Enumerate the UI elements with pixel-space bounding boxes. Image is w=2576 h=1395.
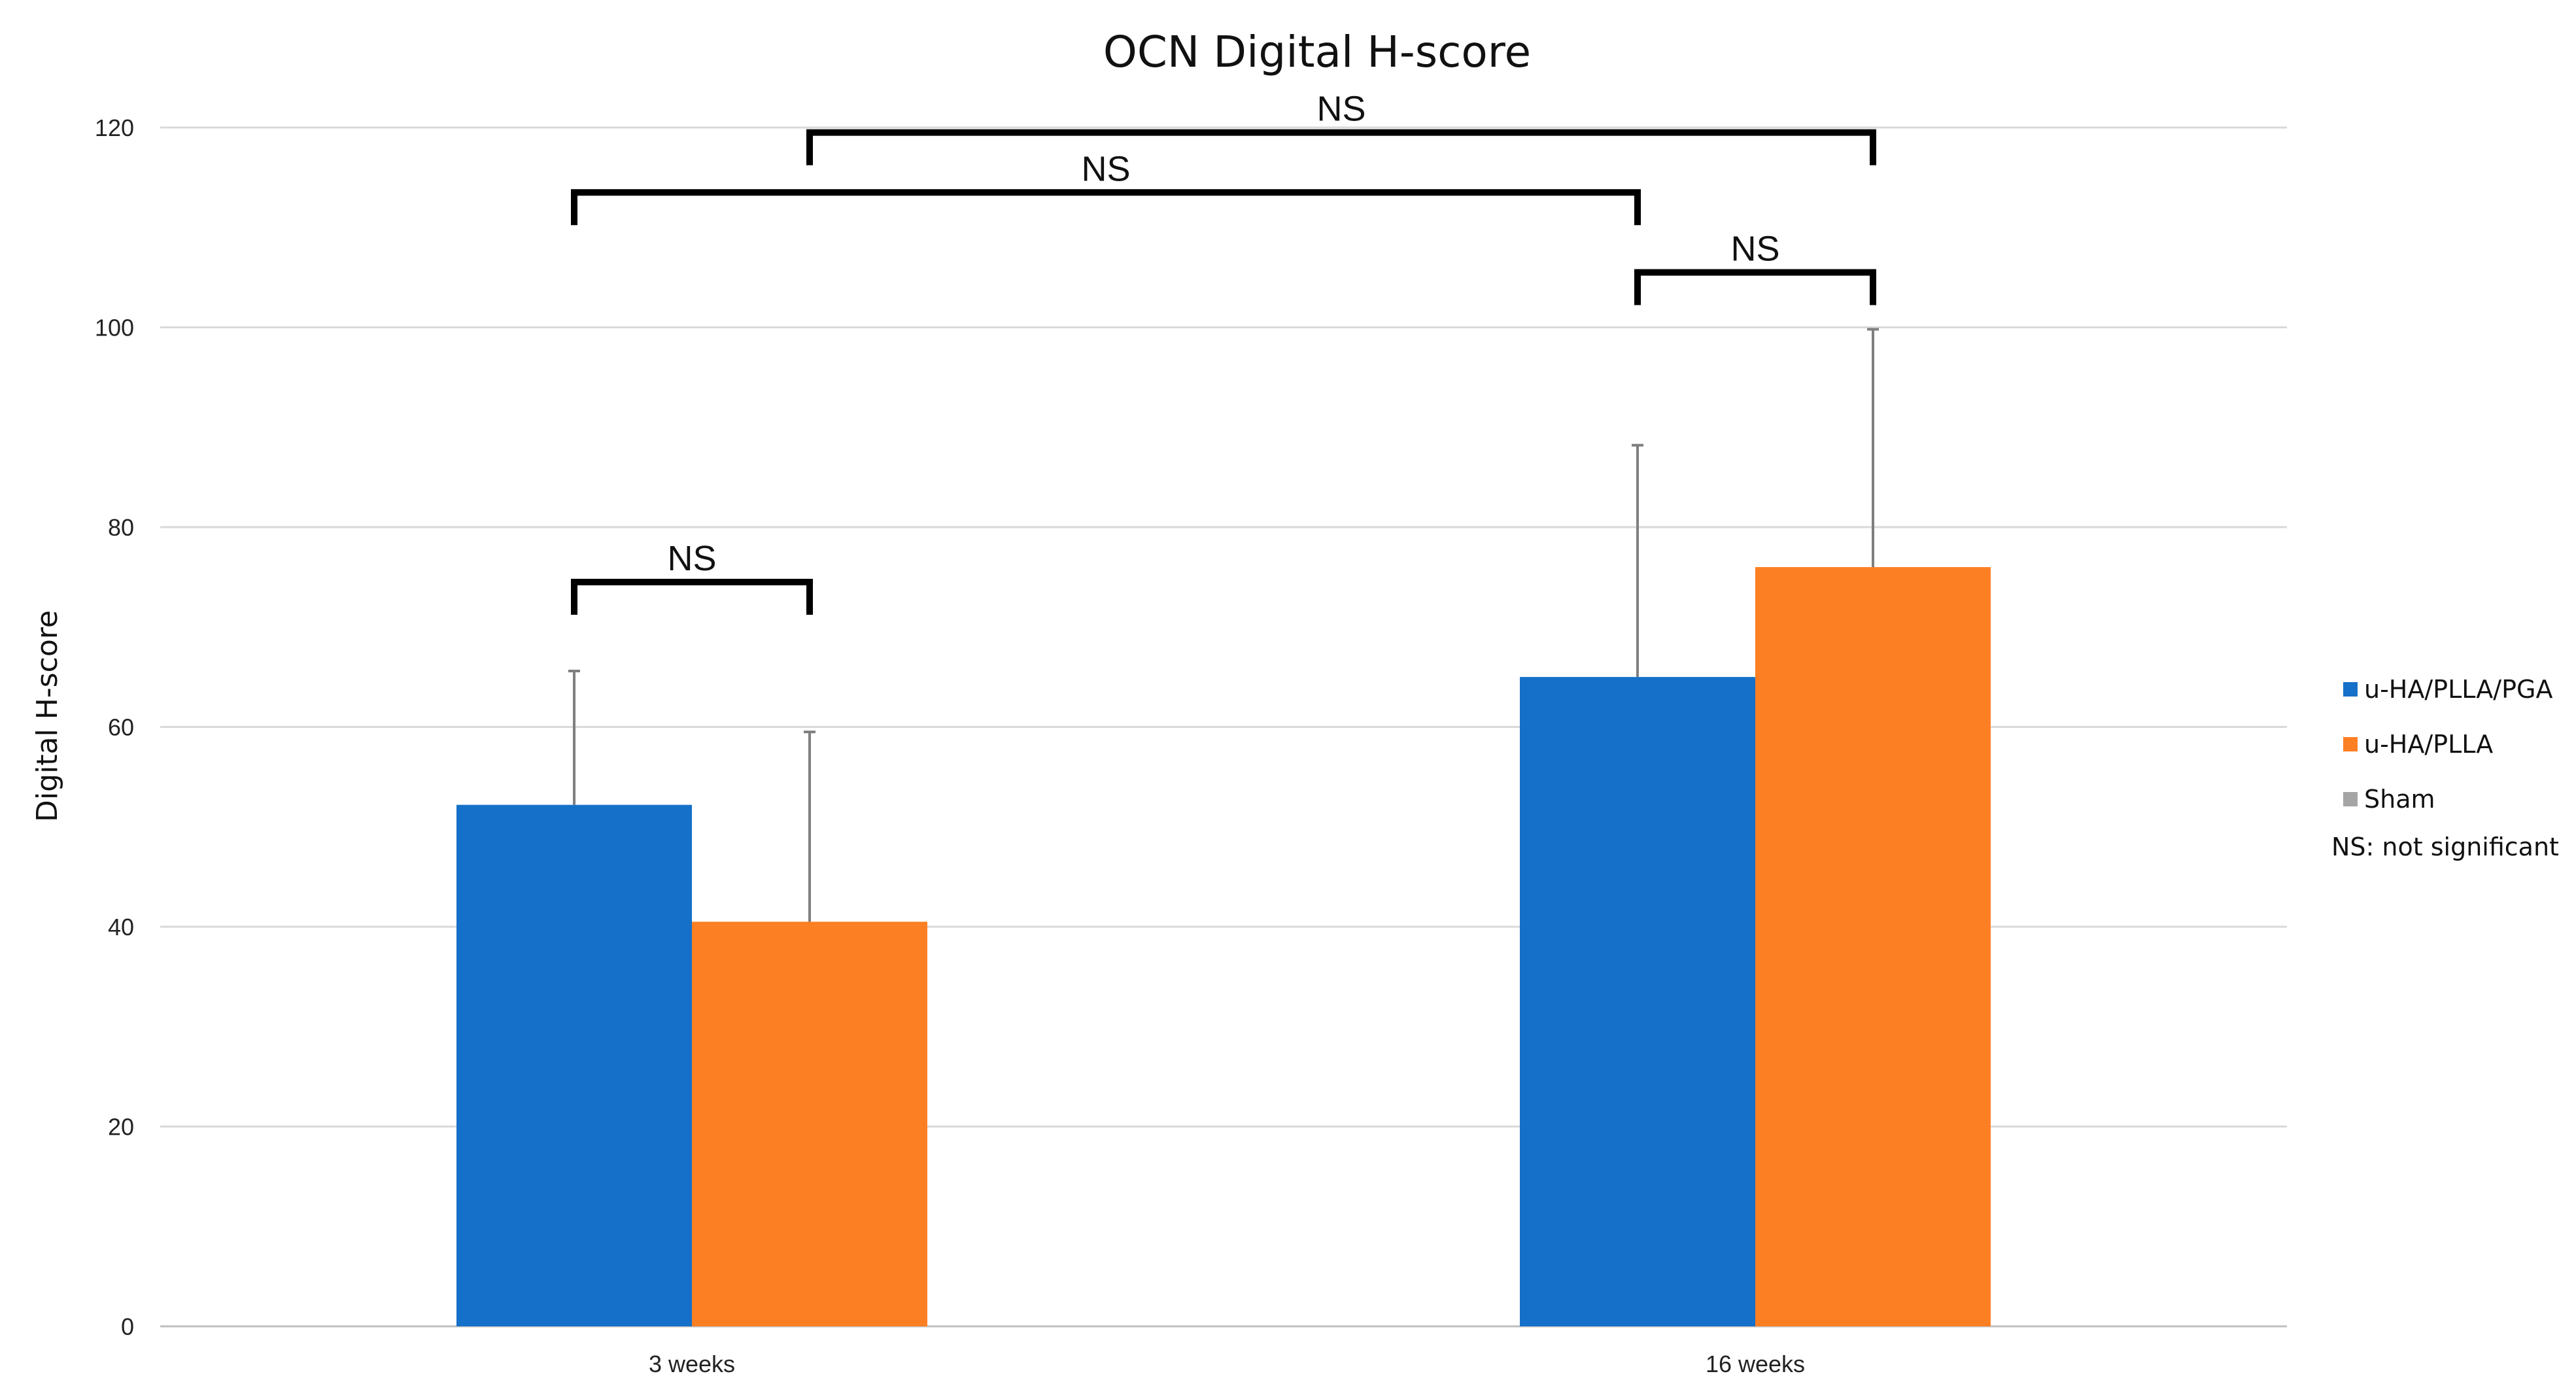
significance-label: NS: [667, 539, 716, 578]
legend-note: NS: not significant: [2331, 833, 2559, 861]
significance-label: NS: [1730, 229, 1779, 268]
x-tick-label: 16 weeks: [1706, 1351, 1805, 1377]
chart-title: OCN Digital H-score: [1103, 27, 1531, 77]
bar-u-ha-plla-pga-0: [456, 804, 692, 1326]
y-tick-label: 120: [95, 114, 134, 141]
legend-entry: Sham: [2364, 785, 2435, 814]
x-tick-label: 3 weeks: [649, 1351, 735, 1377]
legend-entry: u-HA/PLLA/PGA: [2364, 675, 2552, 704]
legend-swatch: [2343, 682, 2358, 697]
legend-entry: u-HA/PLLA: [2364, 730, 2493, 759]
significance-bracket: [1634, 269, 1876, 305]
y-tick-label: 60: [108, 714, 134, 741]
y-tick-label: 0: [121, 1313, 134, 1340]
y-tick-labels: 0 20 40 60 80 100 120: [95, 114, 134, 1340]
bar-u-ha-plla-pga-1: [1520, 677, 1755, 1326]
significance-bracket: [571, 189, 1641, 226]
legend: u-HA/PLLA/PGA u-HA/PLLA Sham NS: not signif…: [2331, 675, 2559, 861]
significance-bracket: [571, 579, 813, 615]
legend-swatch: [2343, 737, 2358, 751]
bar-u-ha-plla-1: [1755, 567, 1991, 1326]
y-tick-label: 20: [108, 1114, 134, 1141]
y-axis-label: Digital H-score: [31, 610, 64, 822]
x-tick-labels: 3 weeks 16 weeks: [649, 1351, 1805, 1377]
bar-u-ha-plla-0: [692, 921, 927, 1326]
y-tick-label: 80: [108, 514, 134, 541]
significance-label: NS: [1316, 90, 1365, 129]
significance-label: NS: [1081, 149, 1130, 188]
bars: [456, 567, 1991, 1326]
legend-swatch: [2343, 792, 2358, 806]
significance-bracket: [806, 129, 1876, 165]
error-bars: [568, 328, 1879, 922]
y-tick-label: 100: [95, 315, 134, 341]
y-tick-label: 40: [108, 914, 134, 940]
significance-brackets: NS NS NS NS: [571, 90, 1876, 615]
